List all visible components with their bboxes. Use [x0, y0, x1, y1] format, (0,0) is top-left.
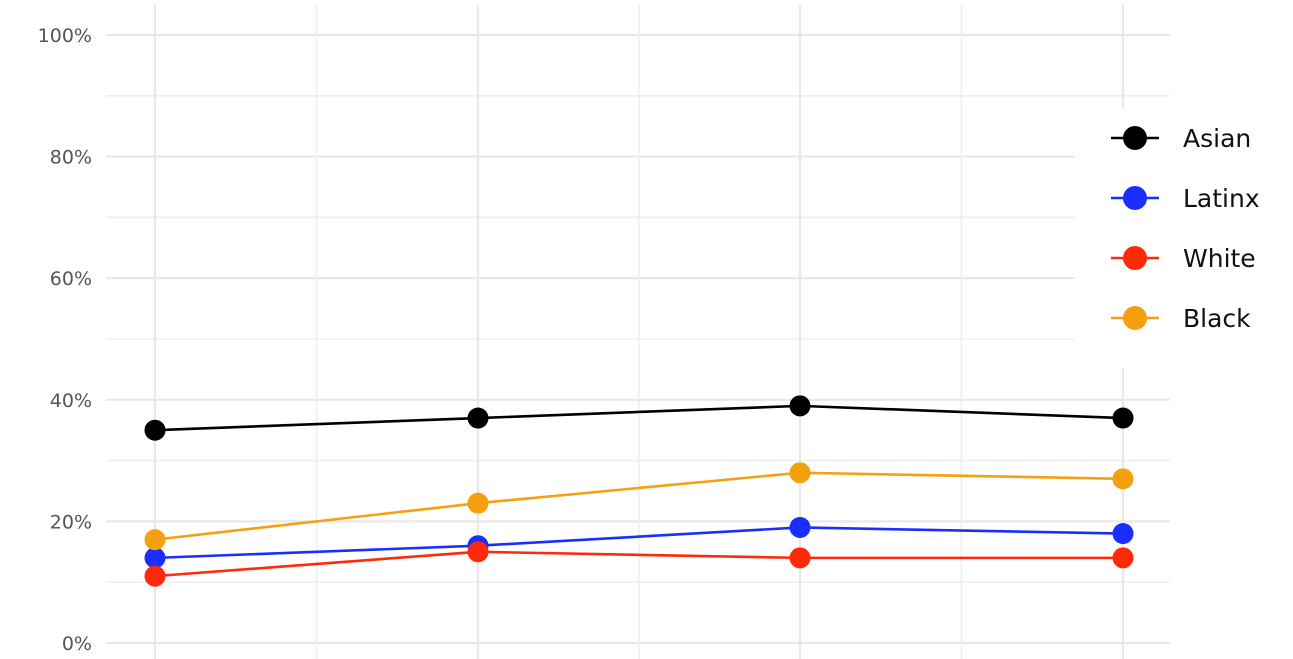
series-line-black	[154, 471, 1124, 541]
data-point-white	[1112, 547, 1134, 569]
legend-label-latinx: Latinx	[1183, 184, 1260, 213]
y-tick-label: 80%	[50, 147, 92, 169]
legend-marker-black	[1123, 306, 1147, 330]
y-axis-tick-labels: 0% 20% 40% 60% 80% 100%	[38, 25, 92, 655]
legend-label-white: White	[1183, 244, 1256, 273]
data-point-asian	[789, 395, 811, 417]
data-point-black	[467, 492, 489, 514]
y-tick-label: 40%	[50, 390, 92, 412]
legend-label-asian: Asian	[1183, 124, 1251, 153]
data-point-black	[789, 462, 811, 484]
legend-label-black: Black	[1183, 304, 1251, 333]
y-tick-label: 60%	[50, 268, 92, 290]
legend-marker-latinx	[1123, 186, 1147, 210]
data-point-latinx	[1112, 523, 1134, 545]
y-tick-label: 20%	[50, 511, 92, 533]
data-point-latinx	[144, 547, 166, 569]
y-tick-label: 0%	[62, 633, 92, 655]
data-point-black	[144, 529, 166, 551]
data-point-asian	[144, 419, 166, 441]
series-line-latinx	[154, 526, 1124, 560]
legend-marker-asian	[1123, 126, 1147, 150]
data-point-asian	[1112, 407, 1134, 429]
legend: Asian Latinx White Black	[1111, 124, 1260, 333]
series-lines	[144, 395, 1134, 587]
data-point-latinx	[789, 516, 811, 538]
y-tick-label: 100%	[38, 25, 92, 47]
legend-background	[1075, 108, 1293, 368]
series-line-asian	[154, 404, 1124, 432]
series-line-white	[154, 550, 1123, 578]
data-point-white	[144, 565, 166, 587]
data-point-white	[467, 541, 489, 563]
data-point-black	[1112, 468, 1134, 490]
data-point-white	[789, 547, 811, 569]
grid	[106, 5, 1170, 659]
data-point-asian	[467, 407, 489, 429]
legend-marker-white	[1123, 246, 1147, 270]
